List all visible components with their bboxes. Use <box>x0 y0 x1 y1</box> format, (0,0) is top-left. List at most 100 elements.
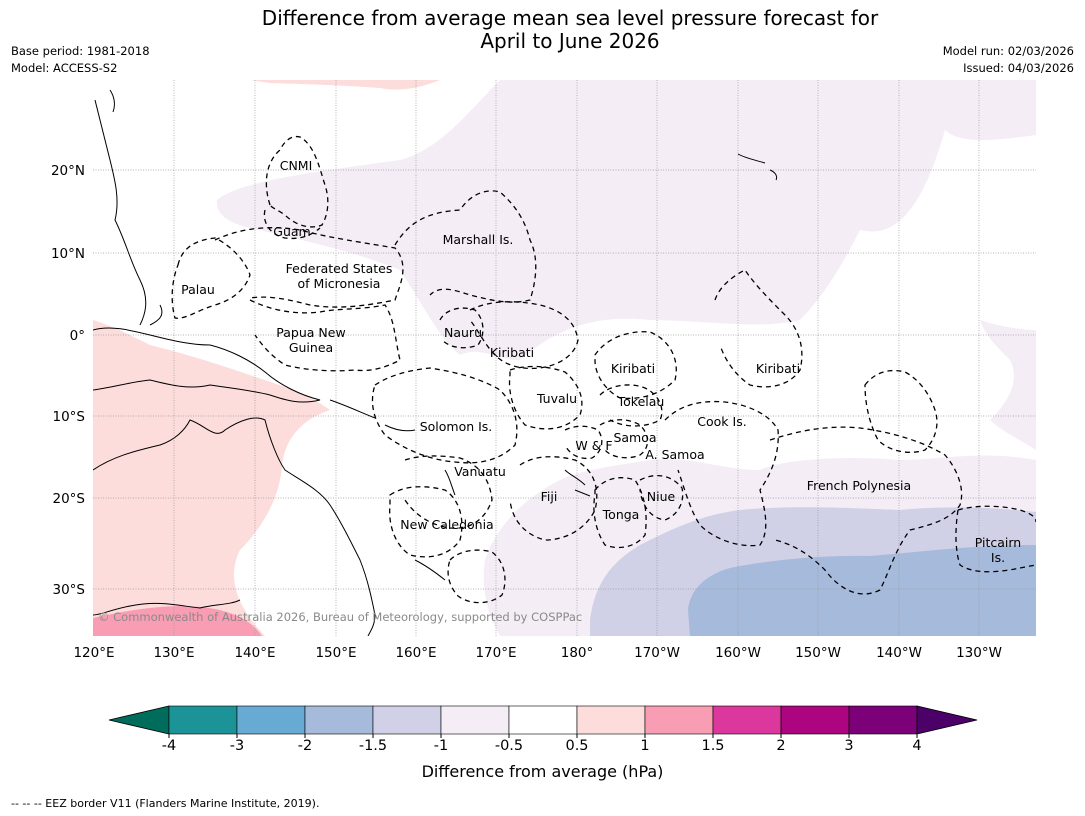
eez-fsm <box>214 227 404 308</box>
eez-borders <box>171 135 1036 604</box>
label-american-samoa: A. Samoa <box>645 447 704 462</box>
eez-cook <box>664 400 779 547</box>
colorbar-swatch <box>712 705 782 735</box>
copyright-notice: © Commonwealth of Australia 2026, Bureau… <box>98 610 582 624</box>
map-title: Difference from average mean sea level p… <box>0 7 1085 53</box>
label-tokelau: Tokelau <box>617 394 665 409</box>
lat-label: 10°N <box>51 246 85 262</box>
label-kiribati-central: Kiribati <box>611 361 655 376</box>
colorbar-swatch <box>780 705 850 735</box>
label-nauru: Nauru <box>444 325 482 340</box>
label-tonga: Tonga <box>602 507 640 522</box>
australia-coast <box>93 417 376 636</box>
taiwan <box>109 89 115 113</box>
eez-nauru <box>439 307 484 349</box>
lon-label: 140°E <box>234 645 275 661</box>
eez-tuvalu <box>508 365 583 430</box>
meta-right: Model run: 02/03/2026 Issued: 04/03/2026 <box>943 43 1074 77</box>
eez-norfolk <box>447 549 506 604</box>
label-png-2: Guinea <box>289 340 333 355</box>
philippines-coast <box>94 99 163 326</box>
new-caledonia <box>414 559 446 581</box>
colorbar-high-extension <box>916 705 978 735</box>
lon-label: 160°W <box>715 645 761 661</box>
colorbar-tick-label: 4 <box>912 738 921 754</box>
lat-label: 20°S <box>53 491 86 507</box>
label-fiji: Fiji <box>541 489 558 504</box>
eez-french-polynesia <box>769 426 963 595</box>
anomaly-rose-south <box>93 606 262 636</box>
eez-wallis <box>564 425 603 460</box>
meta-left: Base period: 1981-2018 Model: ACCESS-S2 <box>11 43 150 77</box>
hawaii <box>737 153 778 181</box>
lat-label: 10°S <box>53 409 86 425</box>
latitude-labels: 20°N 10°N 0° 10°S 20°S 30°S <box>51 163 85 598</box>
lat-label: 30°S <box>53 582 86 598</box>
colorbar-tick-label: 0.5 <box>565 738 588 754</box>
colorbar-swatch <box>236 705 306 735</box>
eez-fiji <box>509 456 598 541</box>
eez-kiribati-west <box>469 301 579 370</box>
label-vanuatu: Vanuatu <box>454 464 506 479</box>
anomaly-lavender-north <box>216 80 1036 361</box>
lon-label: 120°E <box>73 645 114 661</box>
eez-solomon <box>371 367 518 464</box>
label-pitcairn-1: Pitcairn <box>975 535 1021 550</box>
lon-label: 140°W <box>876 645 922 661</box>
title-line-2: April to June 2026 <box>480 29 660 53</box>
vanuatu <box>444 469 456 496</box>
lon-label: 130°W <box>956 645 1002 661</box>
label-pitcairn-2: Is. <box>991 550 1005 565</box>
colorbar-swatch <box>644 705 714 735</box>
lon-label: 160°E <box>395 645 436 661</box>
label-kiribati-east: Kiribati <box>756 361 800 376</box>
colorbar-tick-label: -0.5 <box>495 738 523 754</box>
solomon-islands <box>329 399 416 432</box>
lon-label: 150°E <box>315 645 356 661</box>
label-guam: Guam <box>273 224 310 239</box>
eez-samoa <box>599 419 649 459</box>
colorbar-tick-label: 3 <box>844 738 853 754</box>
colorbar-swatch <box>848 705 918 735</box>
label-png-1: Papua New <box>276 325 345 340</box>
longitude-labels: 120°E 130°E 140°E 150°E 160°E 170°E 180°… <box>73 645 1001 661</box>
colorbar-tick-label: -3 <box>230 738 244 754</box>
label-fsm-2: of Micronesia <box>298 276 381 291</box>
label-palau: Palau <box>181 282 215 297</box>
lon-label: 170°W <box>634 645 680 661</box>
colorbar-tick-label: -1.5 <box>359 738 387 754</box>
eez-pitcairn <box>955 505 1036 573</box>
label-cnmi: CNMI <box>280 158 313 173</box>
colorbar-swatch <box>440 705 510 735</box>
colorbar: -4 -3 -2 -1.5 -1 -0.5 0.5 1 1.5 2 3 4 <box>108 705 978 754</box>
base-period: Base period: 1981-2018 <box>11 44 150 58</box>
model-run: Model run: 02/03/2026 <box>942 44 1074 58</box>
eez-kiribati-central <box>594 331 677 400</box>
fiji <box>564 469 591 497</box>
issued-date: Issued: 04/03/2026 <box>963 61 1074 75</box>
gridlines <box>93 80 1036 636</box>
label-cook: Cook Is. <box>697 414 746 429</box>
lon-label: 170°E <box>475 645 516 661</box>
lon-label: 130°E <box>153 645 194 661</box>
anomaly-light-blue <box>688 545 1036 636</box>
title-line-1: Difference from average mean sea level p… <box>261 6 879 30</box>
new-guinea-coast <box>93 327 321 403</box>
colorbar-tick-label: -1 <box>434 738 448 754</box>
eez-french-polynesia-ne <box>864 369 938 453</box>
label-samoa: Samoa <box>613 430 656 445</box>
model-name: Model: ACCESS-S2 <box>11 61 118 75</box>
eez-tokelau <box>599 384 663 427</box>
colorbar-swatch <box>168 705 238 735</box>
eez-marshall <box>394 190 537 303</box>
colorbar-tick-label: -4 <box>162 738 176 754</box>
colorbar-swatch <box>304 705 374 735</box>
place-labels: CNMI Guam Marshall Is. Federated States … <box>181 158 1021 565</box>
lat-label: 20°N <box>51 163 85 179</box>
label-wallis-futuna: W & F <box>575 438 612 453</box>
colorbar-tick-label: 2 <box>776 738 785 754</box>
coastlines <box>93 89 778 636</box>
label-kiribati-west: Kiribati <box>490 345 534 360</box>
eez-vanuatu <box>404 455 493 529</box>
